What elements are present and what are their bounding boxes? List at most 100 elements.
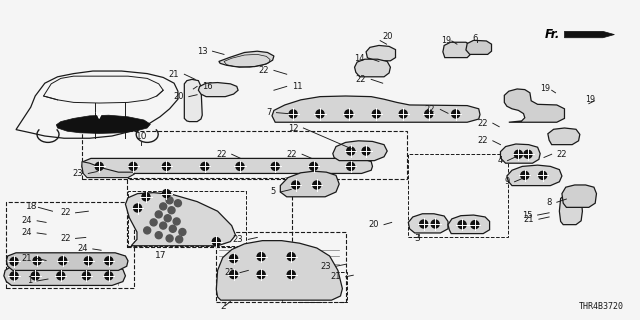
Text: 3: 3 — [415, 234, 420, 243]
Circle shape — [372, 110, 380, 118]
Text: 9: 9 — [504, 177, 509, 186]
Circle shape — [347, 163, 355, 171]
Text: 19: 19 — [540, 84, 550, 93]
Text: 16: 16 — [202, 82, 213, 91]
Circle shape — [420, 220, 428, 228]
Text: 22: 22 — [557, 150, 567, 159]
Circle shape — [257, 253, 265, 260]
Text: 20: 20 — [369, 220, 379, 229]
Circle shape — [425, 110, 433, 118]
Polygon shape — [562, 185, 596, 207]
Text: 8: 8 — [547, 198, 552, 207]
Circle shape — [524, 150, 532, 158]
Bar — [6, 202, 134, 288]
Polygon shape — [366, 45, 396, 61]
Circle shape — [33, 257, 41, 265]
Circle shape — [156, 232, 162, 239]
Bar — [216, 232, 346, 302]
Polygon shape — [4, 266, 125, 285]
Text: 23: 23 — [320, 262, 331, 271]
Circle shape — [310, 163, 317, 171]
Text: 21: 21 — [225, 268, 235, 277]
Text: 10: 10 — [136, 132, 147, 141]
Polygon shape — [559, 195, 582, 225]
Text: 22: 22 — [216, 150, 227, 159]
Circle shape — [201, 163, 209, 171]
Text: 23: 23 — [232, 235, 243, 244]
Polygon shape — [6, 253, 128, 270]
Polygon shape — [219, 51, 274, 67]
Circle shape — [236, 163, 244, 171]
Polygon shape — [564, 31, 614, 38]
Polygon shape — [82, 158, 372, 173]
Circle shape — [431, 220, 439, 228]
Text: 24: 24 — [77, 244, 88, 253]
Circle shape — [59, 257, 67, 265]
Text: 13: 13 — [196, 47, 207, 56]
Circle shape — [134, 204, 141, 212]
Bar — [127, 178, 292, 247]
Polygon shape — [125, 193, 236, 246]
Circle shape — [458, 221, 466, 228]
Circle shape — [452, 110, 460, 118]
Text: 12: 12 — [288, 124, 298, 132]
Circle shape — [10, 272, 18, 280]
Text: 15: 15 — [522, 211, 532, 220]
Circle shape — [515, 150, 522, 158]
Text: 23: 23 — [72, 169, 83, 178]
Text: 17: 17 — [155, 252, 166, 260]
Circle shape — [142, 193, 150, 201]
Circle shape — [10, 257, 18, 266]
Text: 22: 22 — [425, 105, 435, 114]
Circle shape — [84, 257, 92, 265]
Text: 24: 24 — [22, 216, 32, 225]
Text: 2: 2 — [221, 302, 227, 311]
Polygon shape — [216, 241, 342, 300]
Polygon shape — [548, 128, 580, 145]
Circle shape — [163, 189, 170, 198]
Circle shape — [292, 181, 300, 189]
Circle shape — [289, 110, 297, 118]
Circle shape — [173, 218, 180, 225]
Circle shape — [212, 237, 220, 246]
Polygon shape — [466, 40, 492, 54]
Polygon shape — [280, 171, 339, 197]
Text: 24: 24 — [22, 228, 32, 237]
Circle shape — [347, 147, 355, 155]
Circle shape — [257, 271, 265, 278]
Text: 14: 14 — [354, 54, 364, 63]
Circle shape — [399, 110, 407, 118]
Text: 19: 19 — [441, 36, 451, 44]
Bar — [282, 272, 347, 302]
Polygon shape — [272, 96, 480, 122]
Circle shape — [163, 163, 170, 171]
Circle shape — [271, 163, 279, 171]
Circle shape — [230, 255, 237, 262]
Text: 22: 22 — [356, 75, 366, 84]
Polygon shape — [184, 79, 202, 122]
Circle shape — [105, 257, 113, 265]
Circle shape — [129, 163, 137, 171]
Text: 21: 21 — [22, 254, 32, 263]
Text: 20: 20 — [173, 92, 184, 101]
Circle shape — [144, 227, 150, 234]
Circle shape — [170, 225, 176, 232]
Polygon shape — [507, 165, 562, 186]
Circle shape — [176, 236, 182, 243]
Circle shape — [150, 219, 157, 226]
Circle shape — [83, 272, 90, 280]
Polygon shape — [82, 162, 134, 178]
Text: 7: 7 — [266, 108, 271, 117]
Polygon shape — [408, 214, 448, 233]
Polygon shape — [448, 215, 490, 234]
Polygon shape — [56, 115, 150, 133]
Text: 4: 4 — [497, 156, 502, 165]
Circle shape — [539, 172, 547, 179]
Text: 21: 21 — [524, 215, 534, 224]
Circle shape — [160, 222, 166, 229]
Text: 11: 11 — [292, 82, 302, 91]
Circle shape — [316, 110, 324, 118]
Text: 1: 1 — [27, 276, 32, 285]
Text: 22: 22 — [60, 208, 70, 217]
Text: 18: 18 — [26, 202, 37, 211]
